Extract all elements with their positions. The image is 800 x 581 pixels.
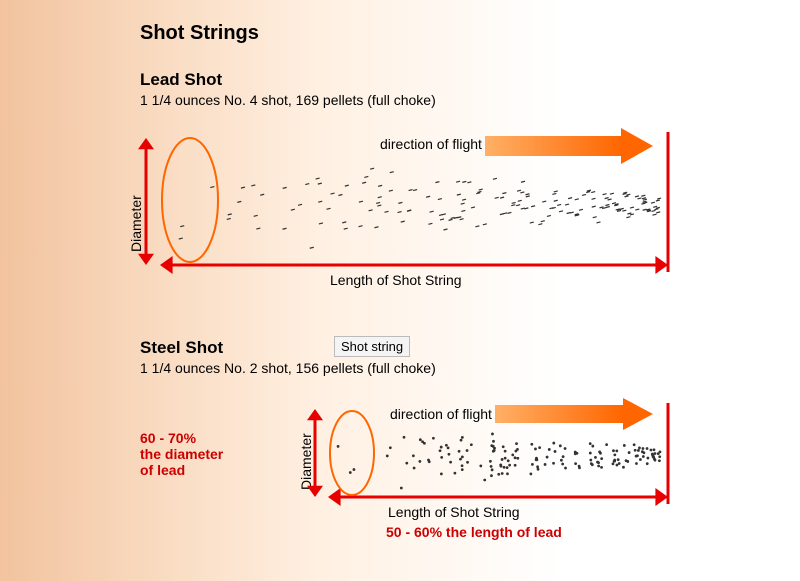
diagram-svg [0,0,800,581]
diagram-page: Shot Strings Lead Shot 1 1/4 ounces No. … [0,0,800,581]
